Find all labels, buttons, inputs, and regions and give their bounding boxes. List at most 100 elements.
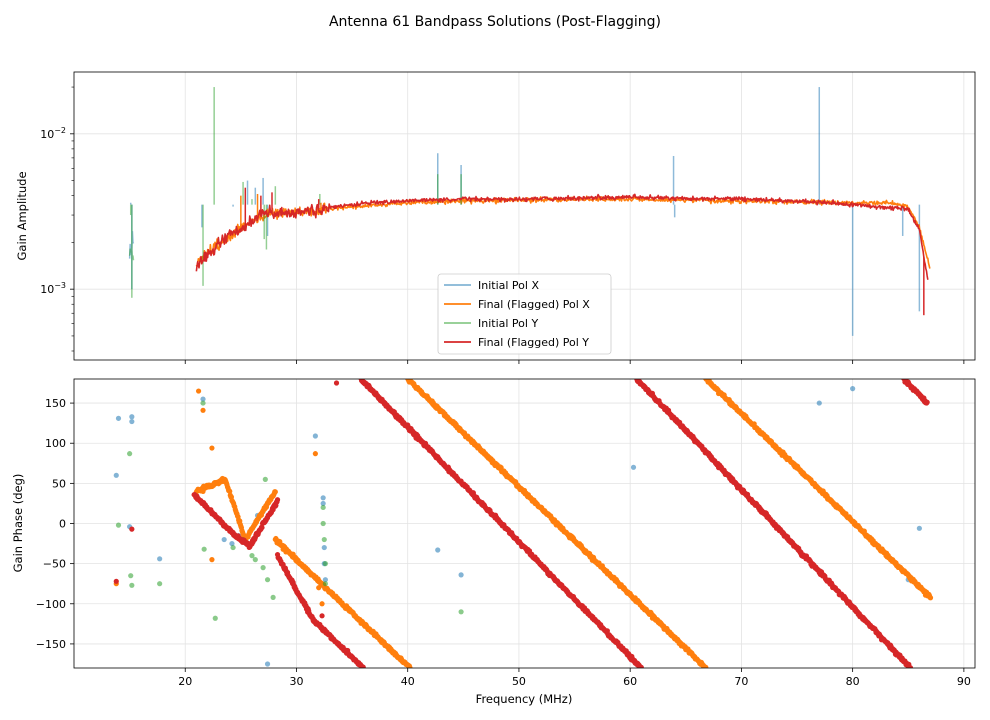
phase-point — [200, 407, 206, 413]
phase-series-final-flagged-pol-x — [113, 379, 934, 668]
phase-point — [200, 400, 206, 406]
phase-point — [209, 557, 215, 563]
phase-point — [195, 388, 202, 394]
phase-point — [227, 488, 233, 494]
phase-point — [916, 525, 922, 531]
phase-point — [322, 577, 328, 583]
phase-point — [322, 561, 328, 567]
x-tick-label: 60 — [623, 675, 637, 688]
legend-box — [437, 273, 612, 355]
phase-y-tick-label: 100 — [45, 437, 66, 450]
phase-point — [129, 582, 135, 588]
phase-point — [201, 546, 207, 552]
phase-point — [320, 520, 326, 527]
phase-y-tick-label: 150 — [45, 397, 66, 410]
phase-point — [321, 536, 327, 543]
phase-point — [333, 380, 340, 386]
phase-point — [113, 578, 119, 584]
amplitude-frame — [73, 71, 976, 361]
phase-point — [272, 489, 278, 495]
phase-point — [703, 664, 709, 668]
phase-point — [322, 581, 328, 587]
phase-axes: 20 30 40 50 60 70 80 90 −150 −100 −50 0 50 100 150 — [36, 397, 971, 688]
phase-point — [221, 536, 227, 543]
phase-point — [230, 544, 236, 551]
phase-point — [360, 664, 366, 668]
phase-point — [157, 556, 163, 562]
phase-point — [115, 522, 122, 528]
phase-point — [319, 613, 325, 619]
phase-series-final-flagged-pol-y — [113, 379, 930, 668]
phase-point — [264, 577, 271, 583]
phase-point — [312, 451, 318, 457]
chart-title: Antenna 61 Bandpass Solutions (Post-Flag… — [329, 14, 661, 30]
phase-point — [321, 544, 327, 551]
phase-point — [200, 488, 206, 494]
amplitude-series — [128, 87, 931, 336]
phase-point — [458, 572, 464, 578]
legend-entry-label: Final (Flagged) Pol X — [478, 298, 590, 311]
phase-point — [113, 472, 119, 478]
phase-point — [260, 565, 266, 571]
x-axis-label: Frequency (MHz) — [476, 692, 573, 706]
phase-point — [129, 526, 135, 532]
x-tick-label: 50 — [512, 675, 526, 688]
x-tick-label: 90 — [957, 675, 971, 688]
phase-point — [212, 615, 218, 621]
phase-point — [127, 451, 133, 457]
phase-point — [320, 500, 326, 507]
amplitude-axes: 10−2 10−3 — [40, 86, 965, 364]
x-tick-label: 30 — [289, 675, 303, 688]
x-tick-label: 80 — [846, 675, 860, 688]
phase-point — [816, 400, 822, 406]
phase-point — [319, 601, 325, 607]
phase-point — [262, 476, 268, 482]
legend-entry-label: Final (Flagged) Pol Y — [478, 336, 589, 349]
x-tick-label: 20 — [178, 675, 192, 688]
phase-y-axis-label: Gain Phase (deg) — [11, 474, 25, 573]
phase-y-tick-label: −100 — [36, 598, 66, 611]
phase-y-tick-label: 50 — [52, 477, 66, 490]
phase-series — [113, 379, 934, 668]
phase-point — [128, 573, 134, 579]
phase-point — [157, 581, 163, 587]
amplitude-y-tick-label: 10−3 — [40, 281, 66, 296]
phase-point — [200, 396, 206, 402]
phase-point — [259, 524, 265, 531]
amplitude-y-axis-label: Gain Amplitude — [15, 171, 29, 260]
phase-point — [252, 557, 258, 563]
phase-point — [312, 433, 318, 439]
x-tick-label: 40 — [401, 675, 415, 688]
phase-y-tick-label: −150 — [36, 638, 66, 651]
phase-point — [274, 497, 281, 503]
phase-series-initial-pol-y — [115, 400, 464, 621]
phase-y-tick-label: 0 — [59, 518, 66, 531]
phase-point — [638, 664, 644, 668]
legend-entry-label: Initial Pol X — [478, 279, 539, 292]
phase-y-tick-label: −50 — [43, 558, 66, 571]
phase-point — [270, 594, 276, 600]
legend-entry-label: Initial Pol Y — [478, 317, 538, 330]
legend: Initial Pol X Final (Flagged) Pol X Initia… — [437, 273, 612, 355]
phase-point — [320, 504, 326, 511]
phase-panel: 20 30 40 50 60 70 80 90 −150 −100 −50 0 50 100 150 Gai… — [11, 378, 976, 706]
phase-point — [907, 665, 914, 668]
phase-point — [264, 661, 271, 667]
phase-point — [316, 585, 322, 591]
phase-point — [927, 595, 934, 601]
phase-point — [249, 553, 255, 559]
phase-point — [630, 464, 637, 470]
phase-point — [924, 399, 930, 405]
amplitude-series-final-flagged-pol-y — [195, 187, 929, 316]
x-tick-label: 70 — [734, 675, 748, 688]
phase-point — [407, 664, 413, 668]
phase-point — [115, 415, 122, 421]
amplitude-series-initial-pol-y — [128, 87, 462, 298]
phase-point — [435, 547, 441, 553]
phase-point — [458, 609, 464, 615]
phase-point — [229, 540, 235, 547]
phase-point — [129, 414, 135, 420]
phase-point — [129, 418, 135, 425]
amplitude-panel: 10−2 10−3 Gain Amplitude Initial Pol X Fin… — [15, 71, 976, 364]
